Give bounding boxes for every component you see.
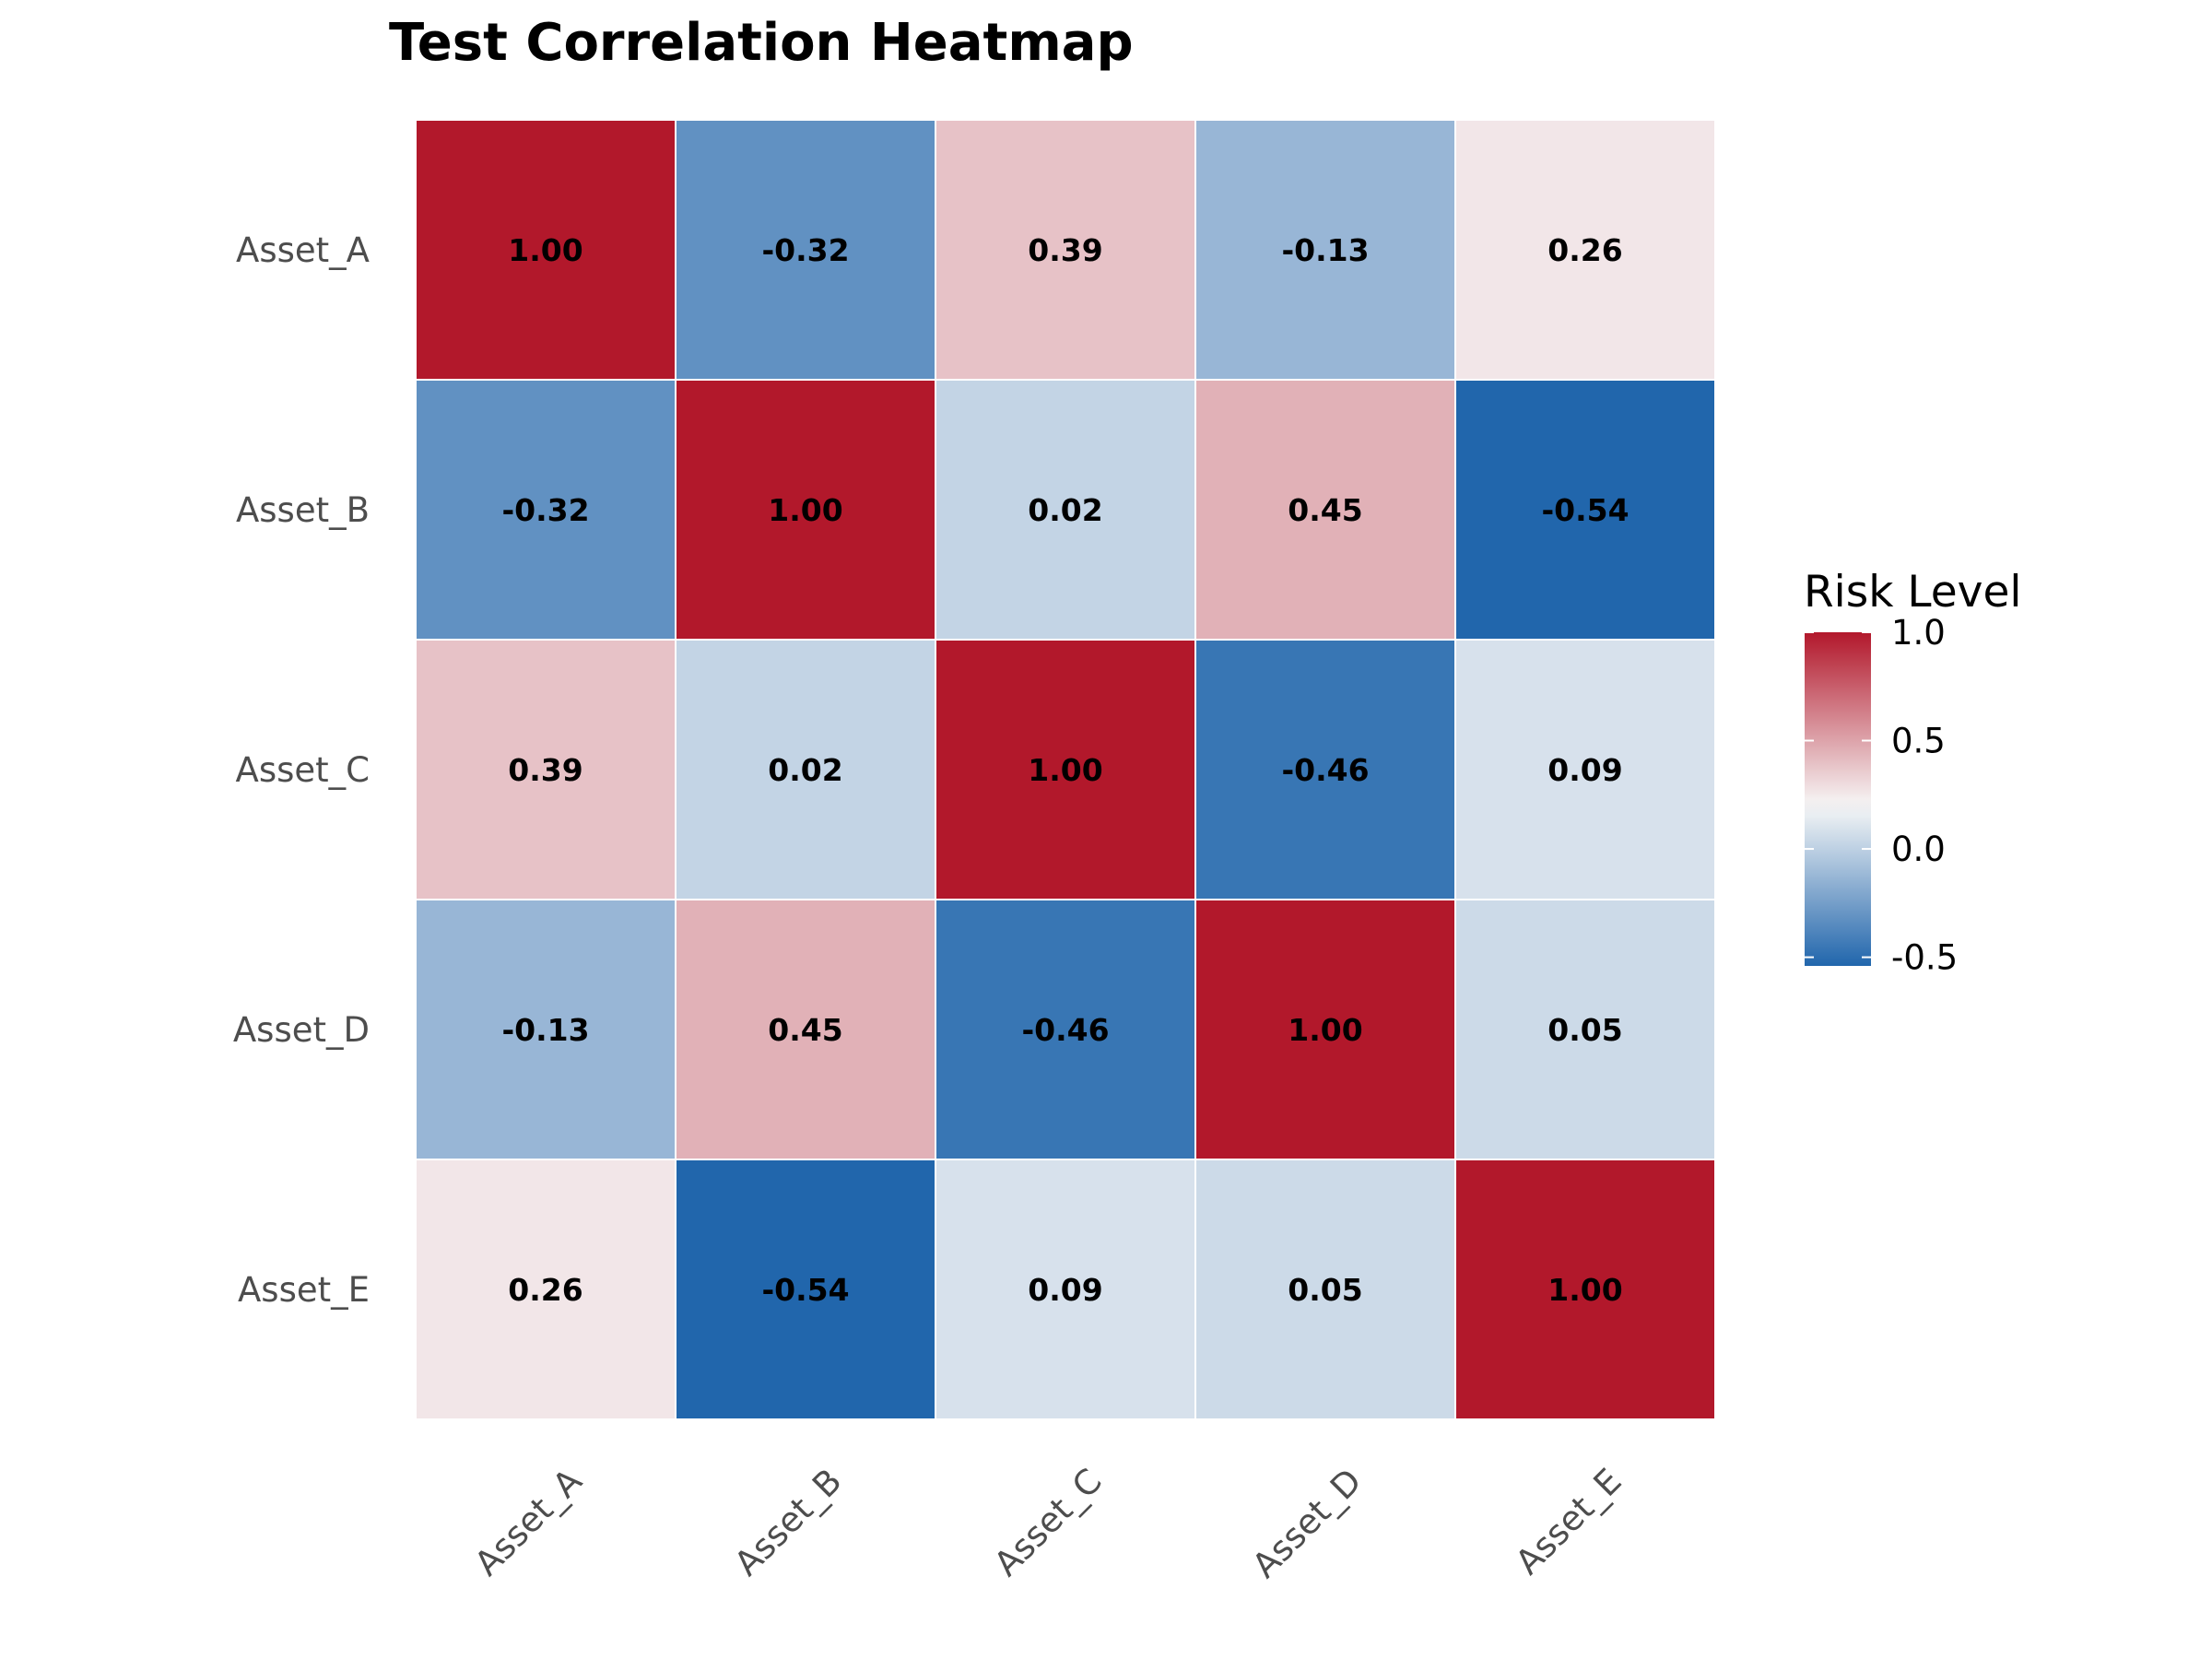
heatmap-cell <box>1454 899 1716 1160</box>
heatmap-cell <box>935 1159 1196 1420</box>
cell-value-label: -0.32 <box>761 232 849 268</box>
cell-value-label: 0.09 <box>1547 752 1622 788</box>
heatmap-cell <box>415 1159 677 1420</box>
x-tick-label: Asset_D <box>1244 1461 1369 1585</box>
cell-value-label: 0.39 <box>1028 232 1102 268</box>
legend-tick-label: -0.5 <box>1891 938 1958 978</box>
heatmap-cell <box>675 119 936 381</box>
heatmap-cell <box>935 379 1196 641</box>
y-tick-label: Asset_E <box>238 1270 370 1310</box>
y-tick-label: Asset_A <box>236 230 370 270</box>
cell-value-label: 1.00 <box>1547 1272 1622 1308</box>
legend-tick-label: 0.0 <box>1891 830 1946 869</box>
x-tick-label: Asset_C <box>986 1461 1109 1583</box>
heatmap-cell <box>935 119 1196 381</box>
heatmap-cell <box>1194 899 1456 1160</box>
cell-value-label: 0.09 <box>1028 1272 1102 1308</box>
cell-value-label: 0.26 <box>508 1272 582 1308</box>
heatmap-cell <box>1194 639 1456 900</box>
heatmap-cell <box>1454 379 1716 641</box>
heatmap-cell <box>1454 639 1716 900</box>
cell-value-label: 1.00 <box>768 492 842 528</box>
color-legend: Risk Level 1.0 0.5 0.0 -0.5 <box>1804 567 2021 978</box>
heatmap-cell <box>675 639 936 900</box>
cell-value-label: 0.02 <box>1028 492 1102 528</box>
heatmap-cell <box>1194 119 1456 381</box>
y-tick-label: Asset_C <box>236 750 370 790</box>
y-tick-label: Asset_D <box>233 1010 370 1050</box>
cell-value-label: 0.05 <box>1547 1012 1622 1048</box>
legend-tick-label: 1.0 <box>1891 613 1946 653</box>
cell-value-label: -0.46 <box>1281 752 1369 788</box>
heatmap-cell <box>1454 1159 1716 1420</box>
y-axis-tick-labels: Asset_A Asset_B Asset_C Asset_D Asset_E <box>233 230 370 1310</box>
heatmap-cell <box>1454 119 1716 381</box>
x-tick-label: Asset_B <box>727 1461 850 1583</box>
cell-value-label: -0.13 <box>1281 232 1369 268</box>
cell-value-label: 1.00 <box>508 232 582 268</box>
heatmap-cell <box>935 639 1196 900</box>
cell-value-label: 0.45 <box>1288 492 1362 528</box>
cell-value-label: 0.26 <box>1547 232 1622 268</box>
cell-value-label: 1.00 <box>1028 752 1102 788</box>
cell-value-label: -0.32 <box>501 492 589 528</box>
legend-tick-label: 0.5 <box>1891 722 1946 761</box>
legend-color-bar <box>1805 632 1871 966</box>
heatmap-cells <box>415 119 1716 1420</box>
cell-value-label: 0.05 <box>1288 1272 1362 1308</box>
cell-value-label: 0.39 <box>508 752 582 788</box>
x-axis-tick-labels: Asset_A Asset_B Asset_C Asset_D Asset_E <box>467 1461 1630 1585</box>
cell-value-label: 0.45 <box>768 1012 842 1048</box>
cell-value-label: 0.02 <box>768 752 842 788</box>
x-tick-label: Asset_A <box>467 1461 590 1583</box>
heatmap-cell <box>415 899 677 1160</box>
heatmap-cell-labels: 1.00 -0.32 0.39 -0.13 0.26 -0.32 1.00 0.02 0.45 -… <box>501 232 1629 1308</box>
heatmap-cell <box>415 379 677 641</box>
x-tick-label: Asset_E <box>1508 1461 1630 1583</box>
cell-value-label: -0.13 <box>501 1012 589 1048</box>
heatmap-cell <box>675 1159 936 1420</box>
y-tick-label: Asset_B <box>236 490 370 530</box>
heatmap-cell <box>675 899 936 1160</box>
heatmap-cell <box>935 899 1196 1160</box>
cell-value-label: -0.54 <box>761 1272 849 1308</box>
chart-title: Test Correlation Heatmap <box>389 13 1134 73</box>
heatmap-cell <box>415 119 677 381</box>
cell-value-label: -0.46 <box>1021 1012 1109 1048</box>
legend-title: Risk Level <box>1804 567 2021 618</box>
cell-value-label: 1.00 <box>1288 1012 1362 1048</box>
cell-value-label: -0.54 <box>1541 492 1629 528</box>
